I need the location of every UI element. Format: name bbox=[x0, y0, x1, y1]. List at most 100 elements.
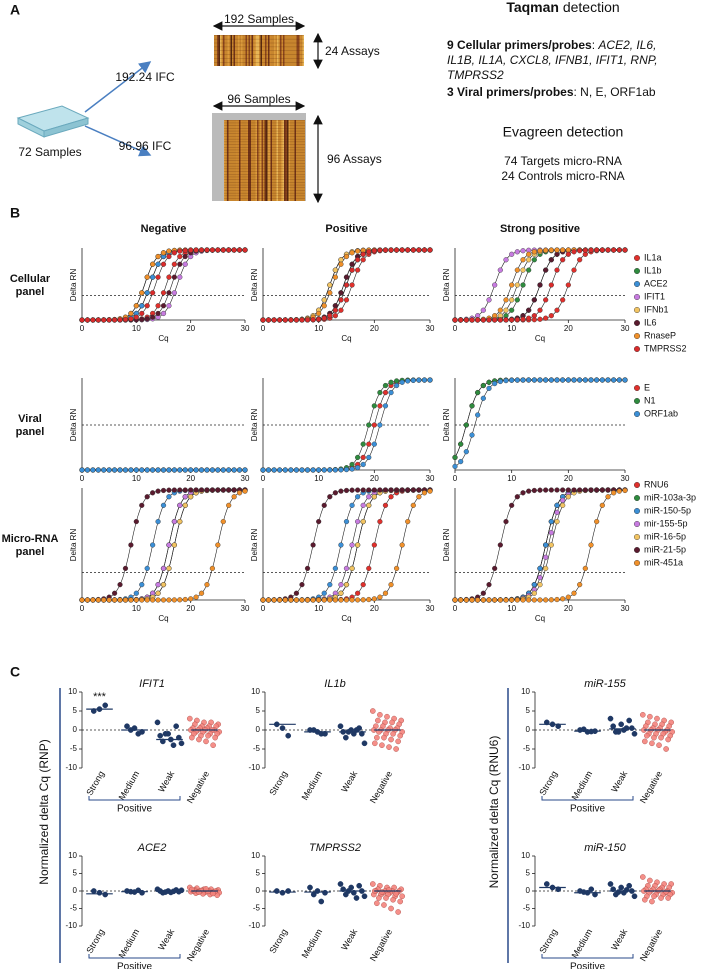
dot bbox=[178, 740, 185, 747]
heatmap-cell bbox=[264, 120, 266, 201]
curve-marker bbox=[150, 542, 156, 548]
dot bbox=[651, 893, 657, 900]
curve-marker bbox=[503, 257, 509, 263]
x-tick-label: Strong bbox=[537, 769, 559, 797]
curve-marker bbox=[355, 248, 361, 254]
curve-marker bbox=[554, 502, 560, 508]
ifc-label: 96.96 IFC bbox=[119, 139, 172, 153]
curve-marker bbox=[188, 487, 194, 493]
heatmap-cell bbox=[224, 171, 305, 172]
curve-marker bbox=[571, 267, 577, 273]
dot bbox=[610, 723, 617, 730]
curve-marker bbox=[599, 502, 605, 508]
curve-marker bbox=[293, 317, 300, 323]
curve-marker bbox=[548, 518, 554, 525]
y-axis-label: Delta RN bbox=[69, 269, 78, 302]
curve-marker bbox=[182, 494, 188, 500]
curve-marker bbox=[611, 247, 617, 253]
heatmap-cell bbox=[224, 168, 305, 170]
curve-marker bbox=[520, 490, 526, 496]
x-tick-label: Negative bbox=[638, 769, 664, 805]
curve-marker bbox=[486, 385, 492, 392]
curve-marker bbox=[327, 597, 333, 603]
curve-marker bbox=[427, 377, 433, 383]
curve-marker bbox=[349, 565, 355, 572]
curve-marker bbox=[144, 467, 150, 473]
curve-marker bbox=[382, 403, 389, 409]
dot bbox=[210, 742, 216, 749]
curve-marker bbox=[343, 282, 350, 288]
curve-marker bbox=[139, 502, 145, 508]
dot bbox=[397, 732, 404, 739]
curve-marker bbox=[520, 597, 526, 603]
heatmap-cell bbox=[224, 149, 305, 151]
curve-marker bbox=[166, 542, 172, 548]
curve-marker bbox=[265, 317, 272, 323]
x-tick-label: 20 bbox=[370, 474, 379, 483]
x-tick-label: Negative bbox=[368, 927, 394, 963]
x-tick-label: 20 bbox=[186, 474, 195, 483]
curve-marker bbox=[463, 422, 469, 428]
curve-marker bbox=[204, 582, 210, 588]
curve-marker bbox=[101, 597, 107, 603]
heatmap-cell bbox=[224, 163, 305, 164]
heatmap-cell bbox=[224, 187, 305, 188]
curve-marker bbox=[366, 494, 372, 500]
curve-marker bbox=[171, 250, 177, 256]
curve-marker bbox=[236, 247, 243, 253]
curve-marker bbox=[565, 487, 571, 493]
curve-marker bbox=[537, 248, 543, 254]
curve-marker bbox=[193, 467, 199, 473]
curve-marker bbox=[332, 597, 338, 603]
curve-marker bbox=[427, 247, 433, 253]
heatmap-cell bbox=[217, 35, 219, 66]
curve-marker bbox=[366, 502, 372, 508]
curve-marker bbox=[327, 313, 333, 319]
curve-marker bbox=[458, 458, 464, 465]
y-tick-label: -10 bbox=[518, 921, 530, 930]
dot bbox=[395, 738, 401, 745]
heatmap-cell bbox=[302, 35, 304, 66]
curve-marker bbox=[288, 467, 294, 473]
curve-marker bbox=[160, 250, 167, 256]
curve-marker bbox=[377, 422, 383, 428]
x-tick-label: Negative bbox=[185, 927, 211, 963]
curve-marker bbox=[84, 317, 91, 323]
dot bbox=[555, 723, 562, 730]
curve-marker bbox=[139, 467, 145, 473]
curve-marker bbox=[95, 467, 101, 473]
curve-marker bbox=[492, 282, 498, 288]
heatmap-cell bbox=[260, 35, 262, 66]
heatmap-cell bbox=[224, 198, 305, 199]
dot bbox=[186, 715, 193, 722]
curve bbox=[454, 379, 625, 458]
dot bbox=[353, 895, 360, 901]
curve-marker bbox=[543, 297, 549, 303]
heatmap-cell bbox=[233, 35, 235, 66]
x-tick-label: 30 bbox=[621, 474, 630, 483]
curve-marker bbox=[111, 590, 118, 596]
dot bbox=[212, 734, 218, 741]
y-tick-label: -5 bbox=[523, 904, 531, 913]
text-line: IL1B, IL1A, CXCL8, IFNB1, IFIT1, RNP, bbox=[447, 53, 658, 67]
heatmap-cell bbox=[255, 120, 257, 201]
curve-marker bbox=[475, 317, 481, 323]
curve-marker bbox=[537, 307, 543, 313]
curve-marker bbox=[166, 494, 172, 500]
curve-marker bbox=[394, 247, 400, 253]
heatmap-cell bbox=[239, 120, 241, 201]
curve-marker bbox=[321, 502, 327, 508]
curve-marker bbox=[469, 403, 475, 409]
curve-marker bbox=[299, 597, 305, 603]
curve-marker bbox=[304, 565, 311, 572]
heatmap-cell bbox=[261, 120, 263, 201]
curve-marker bbox=[155, 303, 161, 309]
dot bbox=[395, 909, 401, 915]
dot bbox=[90, 708, 97, 714]
dot bbox=[205, 732, 211, 739]
axis bbox=[454, 378, 625, 471]
dot bbox=[162, 889, 169, 895]
curve-marker bbox=[106, 467, 112, 473]
legend-marker bbox=[634, 385, 641, 392]
heatmap-cell bbox=[229, 35, 231, 66]
